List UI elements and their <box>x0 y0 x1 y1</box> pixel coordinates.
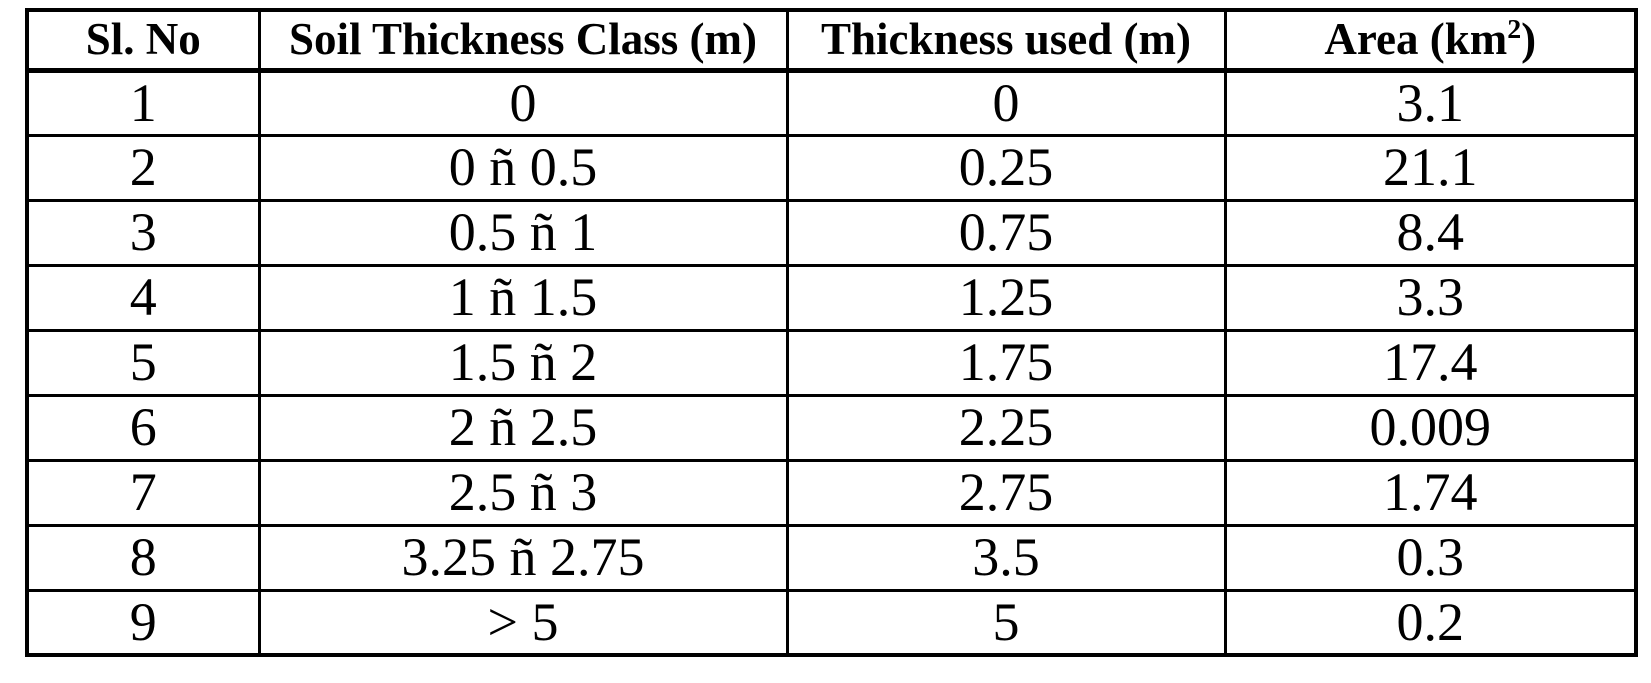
table-cell: 0.75 <box>785 198 1227 267</box>
table-cell: 0.25 <box>785 133 1227 202</box>
area-label-prefix: Area (km <box>1324 14 1508 65</box>
table-row: 9 > 5 5 0.2 <box>25 588 1638 657</box>
table-row: 7 2.5 ñ 3 2.75 1.74 <box>25 458 1638 527</box>
table-cell: 0 ñ 0.5 <box>257 133 789 202</box>
table-cell: 1.25 <box>785 263 1227 332</box>
table-cell: > 5 <box>257 588 789 657</box>
table-cell: 1 <box>25 68 261 137</box>
col-header-soil-thickness-class: Soil Thickness Class (m) <box>257 8 789 73</box>
table-cell: 8 <box>25 523 261 592</box>
table-cell: 3.25 ñ 2.75 <box>257 523 789 592</box>
table-cell: 0 <box>785 68 1227 137</box>
col-header-sl-no: Sl. No <box>25 8 261 73</box>
header-row: Sl. No Soil Thickness Class (m) Thicknes… <box>25 8 1638 73</box>
table-cell: 3 <box>25 198 261 267</box>
table-cell: 2.75 <box>785 458 1227 527</box>
table-cell: 2 <box>25 133 261 202</box>
table-cell: 2 ñ 2.5 <box>257 393 789 462</box>
table-cell: 6 <box>25 393 261 462</box>
table-cell: 17.4 <box>1223 328 1638 397</box>
col-header-thickness-used: Thickness used (m) <box>785 8 1227 73</box>
table-cell: 1 ñ 1.5 <box>257 263 789 332</box>
table-cell: 3.3 <box>1223 263 1638 332</box>
table-cell: 7 <box>25 458 261 527</box>
table-cell: 3.5 <box>785 523 1227 592</box>
area-label-suffix: ) <box>1521 14 1537 65</box>
table-row: 1 0 0 3.1 <box>25 68 1638 137</box>
area-label-superscript: 2 <box>1507 14 1522 46</box>
table-cell: 5 <box>25 328 261 397</box>
table-cell: 2.25 <box>785 393 1227 462</box>
table-cell: 0.3 <box>1223 523 1638 592</box>
table-cell: 2.5 ñ 3 <box>257 458 789 527</box>
table-cell: 0.009 <box>1223 393 1638 462</box>
table-cell: 0.5 ñ 1 <box>257 198 789 267</box>
table-cell: 21.1 <box>1223 133 1638 202</box>
table-cell: 1.5 ñ 2 <box>257 328 789 397</box>
table-body: 1 0 0 3.1 2 0 ñ 0.5 0.25 21.1 3 0.5 ñ 1 0.75 8.4 4 1 … <box>25 68 1638 657</box>
table-cell: 0 <box>257 68 789 137</box>
soil-thickness-table: Sl. No Soil Thickness Class (m) Thicknes… <box>25 8 1638 657</box>
table-cell: 9 <box>25 588 261 657</box>
table-cell: 1.75 <box>785 328 1227 397</box>
table-cell: 3.1 <box>1223 68 1638 137</box>
table-cell: 1.74 <box>1223 458 1638 527</box>
table-row: 8 3.25 ñ 2.75 3.5 0.3 <box>25 523 1638 592</box>
col-header-area: Area (km2) <box>1223 8 1638 73</box>
table-cell: 0.2 <box>1223 588 1638 657</box>
table-row: 5 1.5 ñ 2 1.75 17.4 <box>25 328 1638 397</box>
table-cell: 4 <box>25 263 261 332</box>
table-row: 3 0.5 ñ 1 0.75 8.4 <box>25 198 1638 267</box>
table-cell: 8.4 <box>1223 198 1638 267</box>
table-cell: 5 <box>785 588 1227 657</box>
